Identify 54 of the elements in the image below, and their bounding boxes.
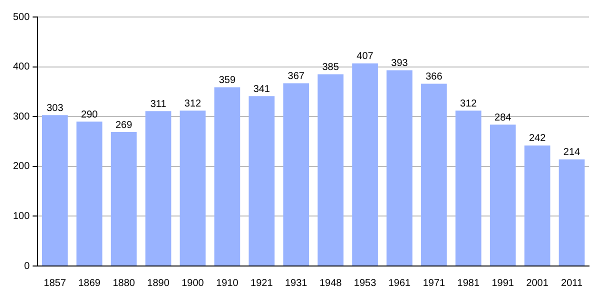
data-label: 312 bbox=[184, 98, 202, 110]
bar bbox=[145, 111, 172, 266]
data-label: 284 bbox=[494, 112, 512, 124]
y-tick-label: 100 bbox=[12, 210, 30, 222]
bar bbox=[42, 115, 68, 266]
y-tick-label: 300 bbox=[12, 111, 30, 122]
x-tick-label: 1948 bbox=[319, 278, 342, 289]
data-label: 303 bbox=[46, 102, 64, 114]
data-label: 312 bbox=[460, 98, 478, 110]
x-tick-label: 1890 bbox=[147, 278, 170, 289]
x-tick-label: 1961 bbox=[388, 278, 412, 289]
bar bbox=[180, 110, 206, 266]
x-tick-label: 1971 bbox=[422, 278, 446, 289]
bar bbox=[352, 63, 378, 266]
data-label: 242 bbox=[528, 133, 546, 144]
y-tick-label: 0 bbox=[24, 260, 30, 272]
data-label: 341 bbox=[253, 84, 270, 95]
data-label: 269 bbox=[115, 120, 133, 131]
bar bbox=[524, 145, 550, 266]
x-tick-label: 1900 bbox=[182, 278, 204, 289]
bar bbox=[490, 124, 516, 266]
x-tick-label: 1981 bbox=[457, 278, 480, 289]
bar bbox=[214, 87, 240, 266]
x-tick-label: 1857 bbox=[44, 278, 66, 289]
bar bbox=[283, 83, 310, 266]
bar bbox=[110, 132, 137, 266]
bar bbox=[76, 122, 102, 266]
data-label: 359 bbox=[218, 74, 236, 86]
data-label: 407 bbox=[356, 51, 374, 62]
x-tick-label: 1953 bbox=[354, 278, 377, 289]
data-label: 366 bbox=[426, 71, 443, 82]
data-label: 385 bbox=[322, 62, 340, 74]
bar bbox=[558, 159, 585, 266]
data-label: 214 bbox=[563, 147, 581, 158]
data-label: 367 bbox=[288, 70, 305, 82]
bar bbox=[318, 74, 344, 266]
x-tick-label: 1880 bbox=[112, 278, 136, 289]
bar bbox=[248, 96, 275, 266]
bar bbox=[455, 110, 482, 266]
x-tick-label: 1921 bbox=[250, 278, 274, 289]
y-tick-label: 400 bbox=[12, 62, 30, 73]
y-tick-label: 200 bbox=[12, 161, 30, 172]
bar bbox=[386, 70, 412, 266]
x-tick-label: 2001 bbox=[526, 278, 549, 289]
data-label: 290 bbox=[81, 109, 98, 120]
x-tick-label: 1991 bbox=[492, 278, 514, 289]
data-label: 311 bbox=[150, 98, 167, 110]
x-tick-label: 1869 bbox=[78, 278, 101, 289]
y-tick-label: 500 bbox=[12, 12, 30, 23]
x-tick-label: 1931 bbox=[284, 278, 308, 289]
x-tick-label: 2011 bbox=[561, 278, 583, 289]
data-label: 393 bbox=[391, 58, 408, 70]
x-tick-label: 1910 bbox=[216, 278, 239, 289]
bar bbox=[421, 84, 447, 266]
